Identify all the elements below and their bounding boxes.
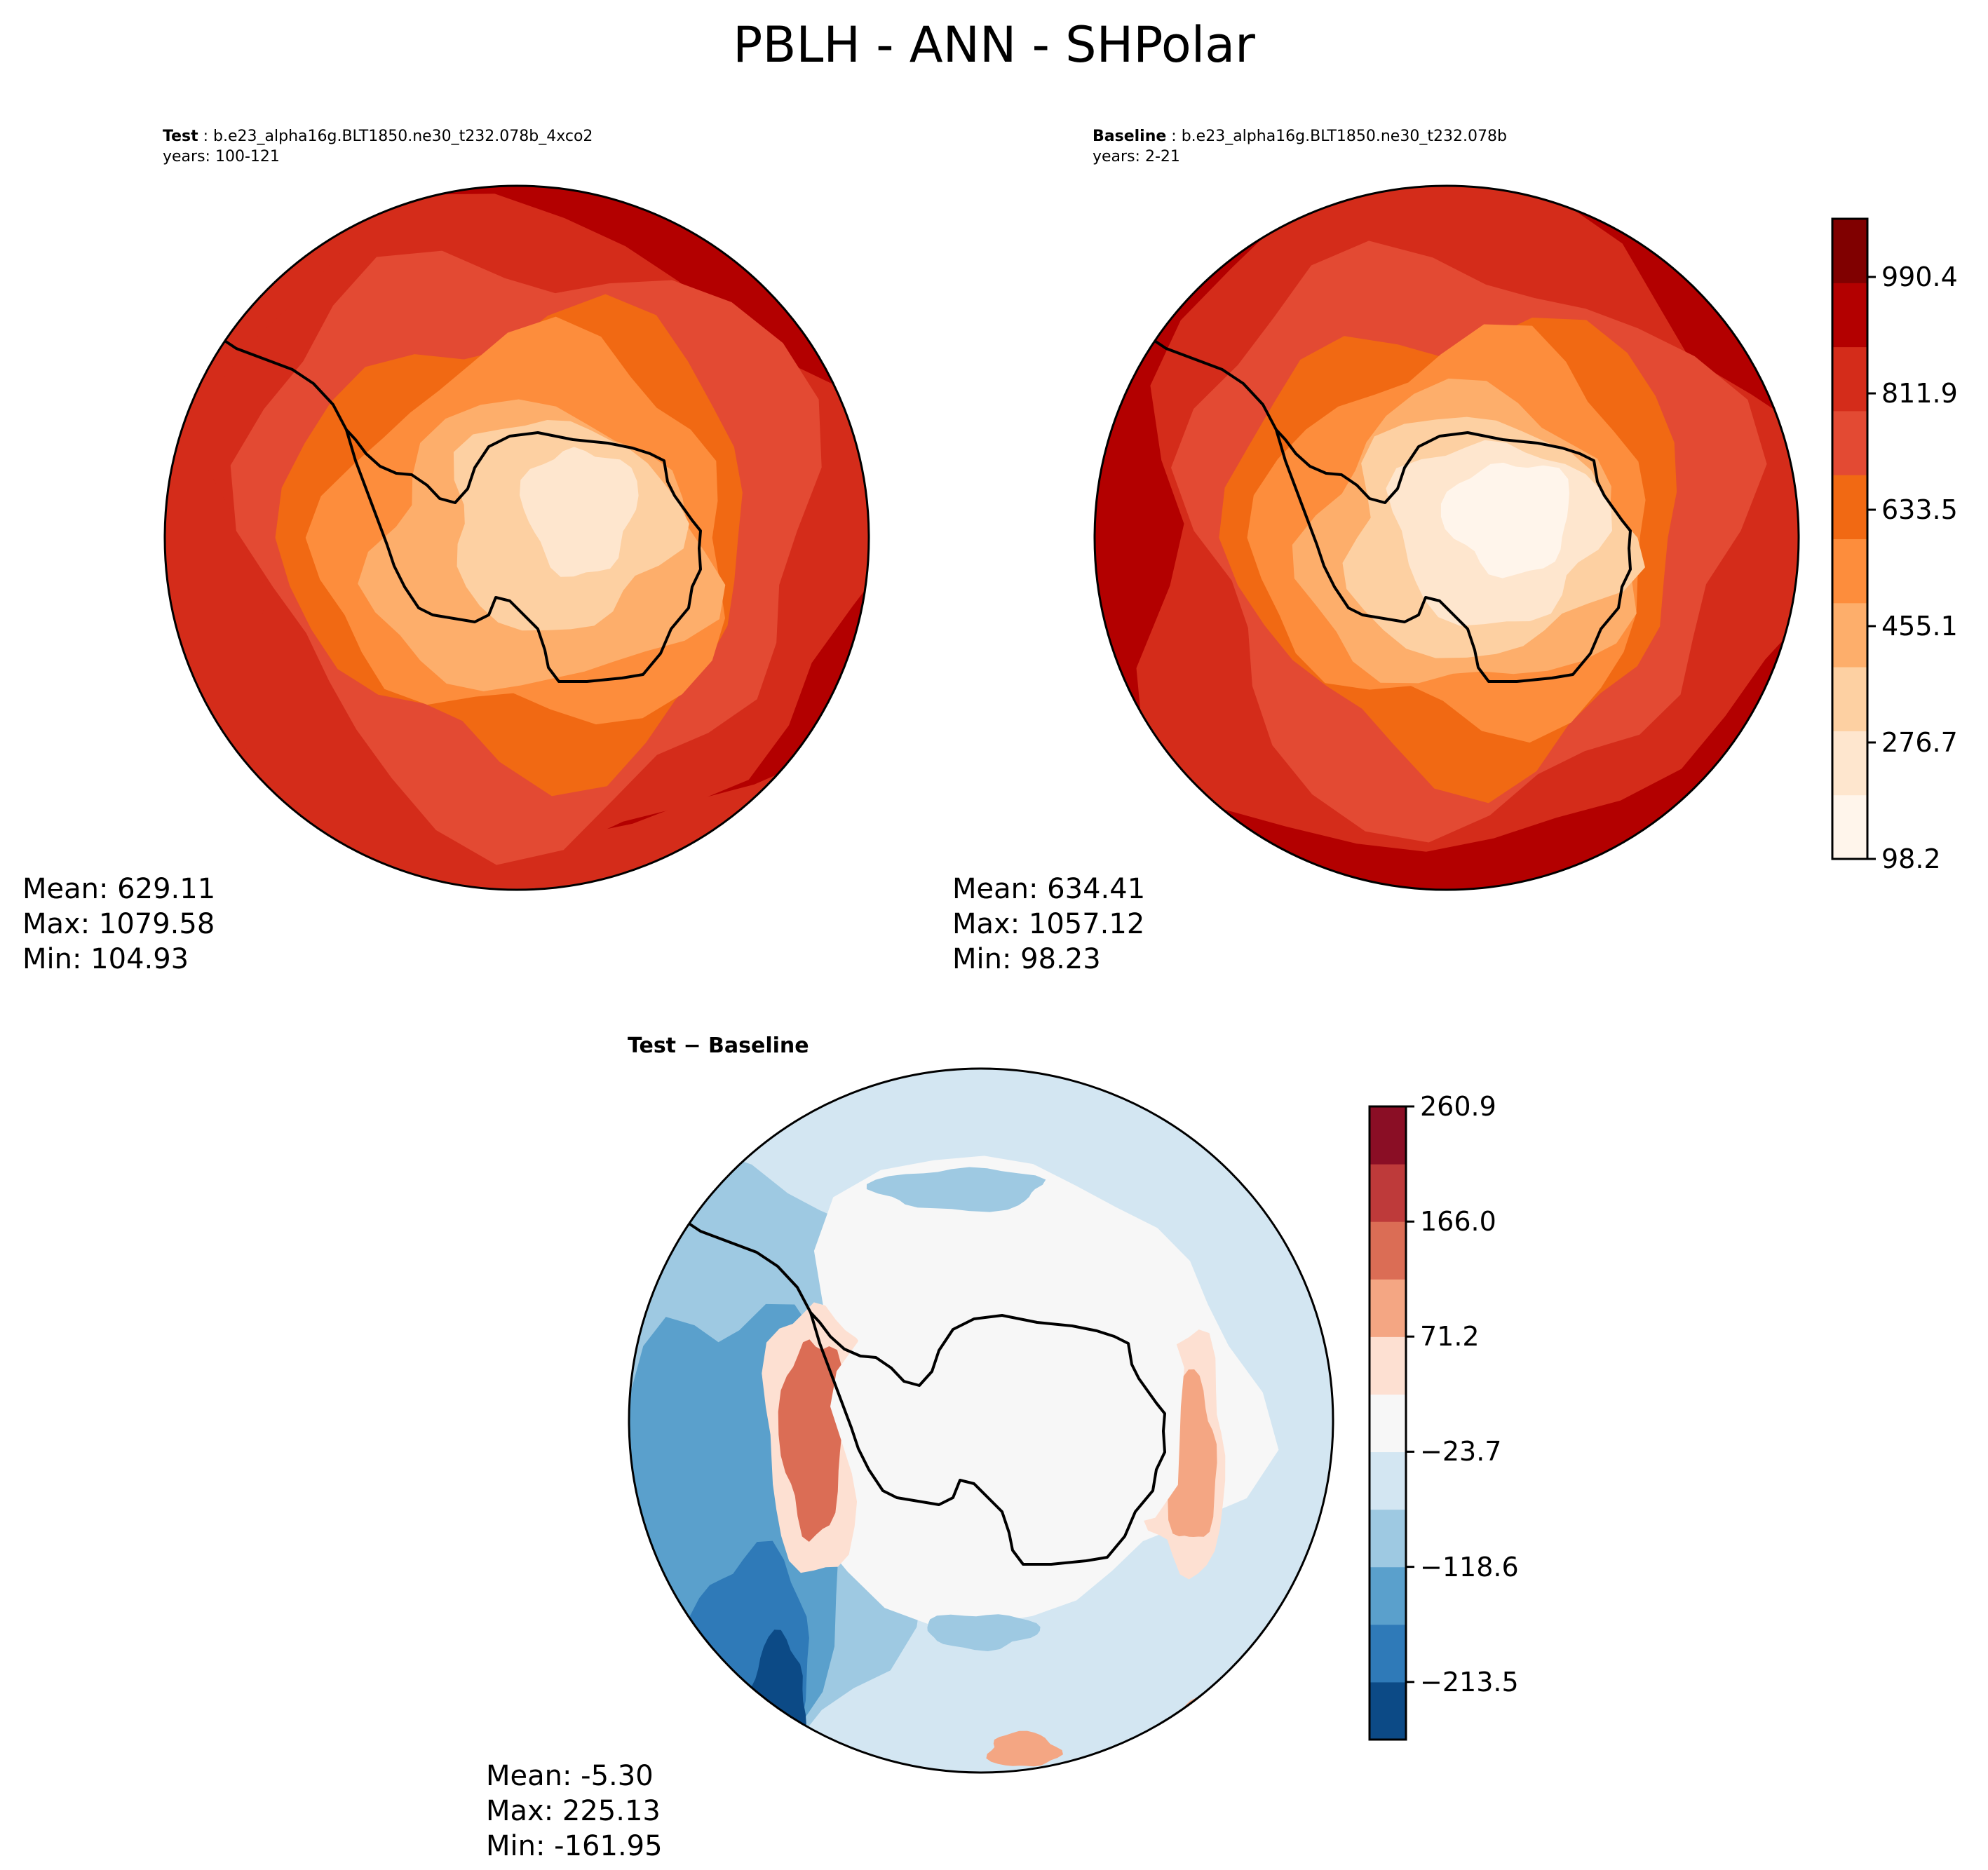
colorbar-swatch <box>1832 794 1867 860</box>
colorbar-tick-label: 71.2 <box>1420 1321 1480 1353</box>
colorbar-swatch <box>1370 1451 1406 1510</box>
colorbar-swatch <box>1832 219 1867 283</box>
colorbar-tick-label: 990.4 <box>1881 261 1958 292</box>
colorbar-tick-label: 811.9 <box>1881 378 1958 409</box>
colorbar-swatch <box>1370 1509 1406 1568</box>
colorbar-tick-label: 276.7 <box>1881 726 1958 758</box>
colorbar-swatch <box>1832 538 1867 604</box>
colorbar-swatch <box>1832 731 1867 796</box>
colorbar-swatch <box>1370 1566 1406 1625</box>
colorbar-swatch <box>1832 475 1867 539</box>
colorbar-swatch <box>1832 602 1867 668</box>
test-panel-title: Test : b.e23_alpha16g.BLT1850.ne30_t232.… <box>163 128 593 165</box>
figure-title: PBLH - ANN - SHPolar <box>733 16 1255 74</box>
baseline-min: Min: 98.23 <box>952 943 1101 975</box>
baseline-polar-map <box>1093 184 1800 891</box>
colorbar-swatch <box>1832 410 1867 475</box>
colorbar-tick-label: 455.1 <box>1881 610 1958 642</box>
baseline-stats: Mean: 634.41 Max: 1057.12 Min: 98.23 <box>952 872 1145 977</box>
difference-colorbar <box>1368 1105 1414 1741</box>
colorbar-tick-label: −23.7 <box>1420 1436 1502 1468</box>
colorbar-swatch <box>1832 667 1867 731</box>
colorbar-swatch <box>1370 1681 1406 1740</box>
colorbar-tick-label: 166.0 <box>1420 1206 1496 1238</box>
baseline-max: Max: 1057.12 <box>952 908 1145 940</box>
colorbar-swatch <box>1370 1624 1406 1683</box>
baseline-mean: Mean: 634.41 <box>952 873 1146 905</box>
difference-panel-title: Test − Baseline <box>628 1034 809 1058</box>
colorbar-swatch <box>1370 1279 1406 1337</box>
test-polar-map <box>163 184 870 891</box>
test-min: Min: 104.93 <box>22 943 189 975</box>
baseline-colorbar <box>1831 217 1876 860</box>
colorbar-swatch <box>1370 1106 1406 1165</box>
difference-max: Max: 225.13 <box>486 1795 661 1827</box>
difference-stats: Mean: -5.30 Max: 225.13 Min: -161.95 <box>486 1759 663 1864</box>
test-stats: Mean: 629.11 Max: 1079.58 Min: 104.93 <box>22 872 215 977</box>
difference-min: Min: -161.95 <box>486 1830 663 1862</box>
colorbar-swatch <box>1370 1221 1406 1280</box>
colorbar-swatch <box>1832 346 1867 412</box>
test-mean: Mean: 629.11 <box>22 873 216 905</box>
colorbar-swatch <box>1370 1164 1406 1222</box>
colorbar-tick-label: 260.9 <box>1420 1091 1496 1122</box>
colorbar-swatch <box>1370 1394 1406 1453</box>
test-label: Test <box>163 128 198 145</box>
baseline-label: Baseline <box>1093 128 1167 145</box>
colorbar-tick-label: 98.2 <box>1881 843 1941 874</box>
difference-mean: Mean: -5.30 <box>486 1760 654 1792</box>
test-max: Max: 1079.58 <box>22 908 215 940</box>
test-case-name: b.e23_alpha16g.BLT1850.ne30_t232.078b_4x… <box>213 128 593 145</box>
baseline-years: years: 2-21 <box>1093 148 1180 165</box>
difference-polar-map <box>628 1067 1334 1774</box>
test-years: years: 100-121 <box>163 148 280 165</box>
baseline-panel-title: Baseline : b.e23_alpha16g.BLT1850.ne30_t… <box>1093 128 1507 165</box>
colorbar-swatch <box>1832 283 1867 348</box>
colorbar-tick-label: 633.5 <box>1881 494 1958 525</box>
baseline-case-name: b.e23_alpha16g.BLT1850.ne30_t232.078b <box>1181 128 1507 145</box>
colorbar-tick-label: −213.5 <box>1420 1666 1519 1698</box>
colorbar-swatch <box>1370 1336 1406 1395</box>
colorbar-tick-label: −118.6 <box>1420 1551 1519 1583</box>
